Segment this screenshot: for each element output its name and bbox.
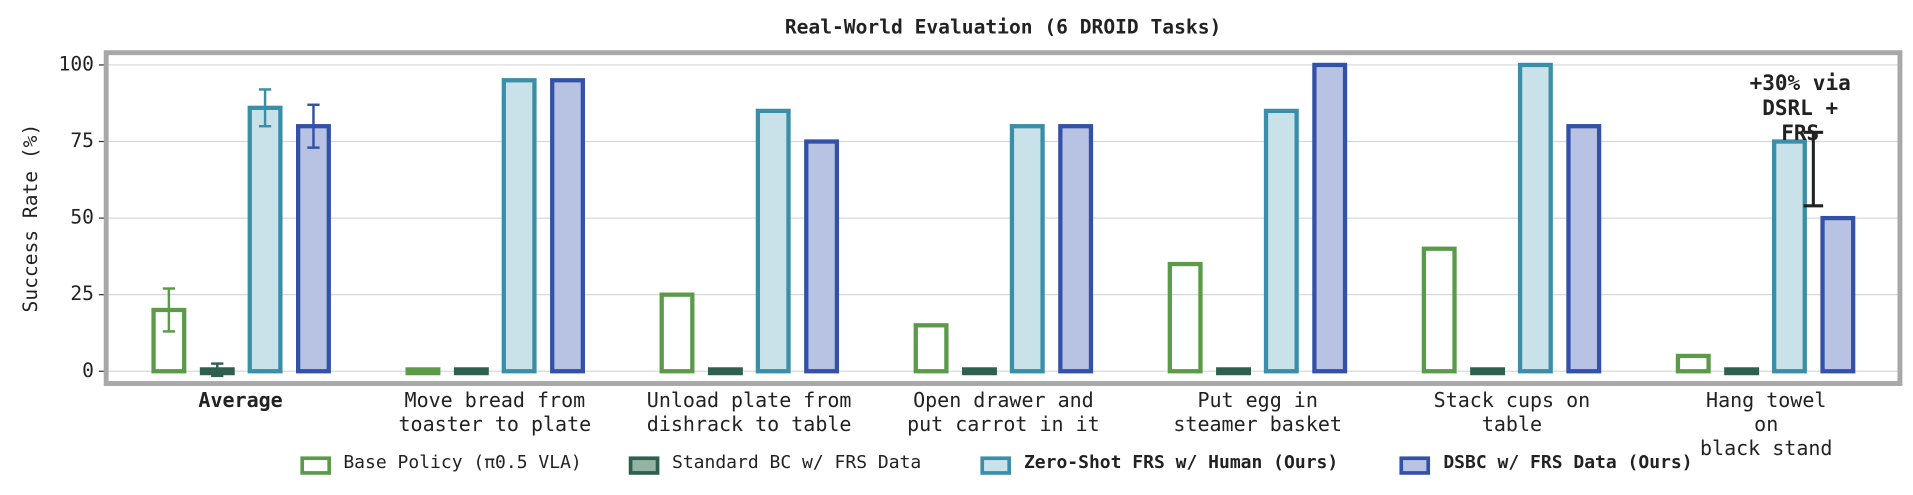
- x-tick-label: Average: [198, 387, 283, 412]
- legend-label: Base Policy (π0.5 VLA): [343, 452, 582, 474]
- bar: [1009, 124, 1045, 374]
- y-tick-label: 0: [82, 359, 94, 382]
- bar: [755, 108, 791, 374]
- plot-frame: [103, 50, 1903, 386]
- bar: [1312, 62, 1348, 374]
- error-bar: [162, 287, 176, 333]
- error-bar: [307, 103, 320, 149]
- error-bar: [258, 88, 272, 128]
- y-tick-label: 25: [70, 282, 94, 305]
- legend-label: Standard BC w/ FRS Data: [672, 452, 922, 474]
- legend-swatch: [628, 456, 660, 475]
- annotation-bracket: [1803, 130, 1824, 208]
- bar: [913, 323, 949, 374]
- bar: [501, 78, 537, 374]
- legend-swatch: [1399, 456, 1431, 475]
- bar: [1167, 261, 1203, 374]
- bar: [962, 367, 997, 376]
- bar: [804, 139, 840, 374]
- y-tick-label: 100: [59, 52, 94, 75]
- y-axis-label: Success Rate (%): [19, 124, 42, 313]
- bar: [1566, 124, 1602, 374]
- bar: [550, 78, 585, 374]
- legend-label: Zero-Shot FRS w/ Human (Ours): [1023, 452, 1339, 474]
- legend-swatch: [300, 456, 332, 475]
- bar: [1421, 246, 1457, 374]
- chart-title: Real-World Evaluation (6 DROID Tasks): [785, 16, 1221, 39]
- bar: [296, 124, 331, 374]
- error-bar: [211, 362, 224, 378]
- x-tick-label: Unload plate from dishrack to table: [646, 387, 852, 436]
- bar: [405, 367, 441, 376]
- bar: [1216, 367, 1251, 376]
- bar: [707, 367, 743, 376]
- x-tick-label: Open drawer and put carrot in it: [907, 387, 1100, 436]
- annotation-text: +30% via DSRL + FRS: [1749, 71, 1851, 146]
- legend-swatch: [980, 456, 1012, 475]
- bar: [1724, 367, 1760, 376]
- y-tick-label: 50: [70, 206, 94, 229]
- bar: [247, 105, 283, 374]
- x-tick-label: Stack cups on table: [1433, 387, 1591, 436]
- bar: [1820, 215, 1856, 374]
- bar: [1263, 108, 1299, 374]
- bar: [659, 292, 695, 374]
- x-tick-label: Move bread from toaster to plate: [398, 387, 592, 436]
- x-tick-label: Put egg in steamer basket: [1173, 387, 1342, 436]
- x-tick-label: Hang towel on black stand: [1700, 387, 1833, 460]
- bar: [1517, 62, 1553, 374]
- bar: [1470, 367, 1506, 376]
- legend-label: DSBC w/ FRS Data (Ours): [1443, 452, 1693, 474]
- y-tick-label: 75: [70, 129, 94, 152]
- bar: [1058, 124, 1094, 374]
- bar: [1675, 353, 1711, 374]
- bar: [453, 367, 489, 376]
- bar: [1771, 139, 1807, 374]
